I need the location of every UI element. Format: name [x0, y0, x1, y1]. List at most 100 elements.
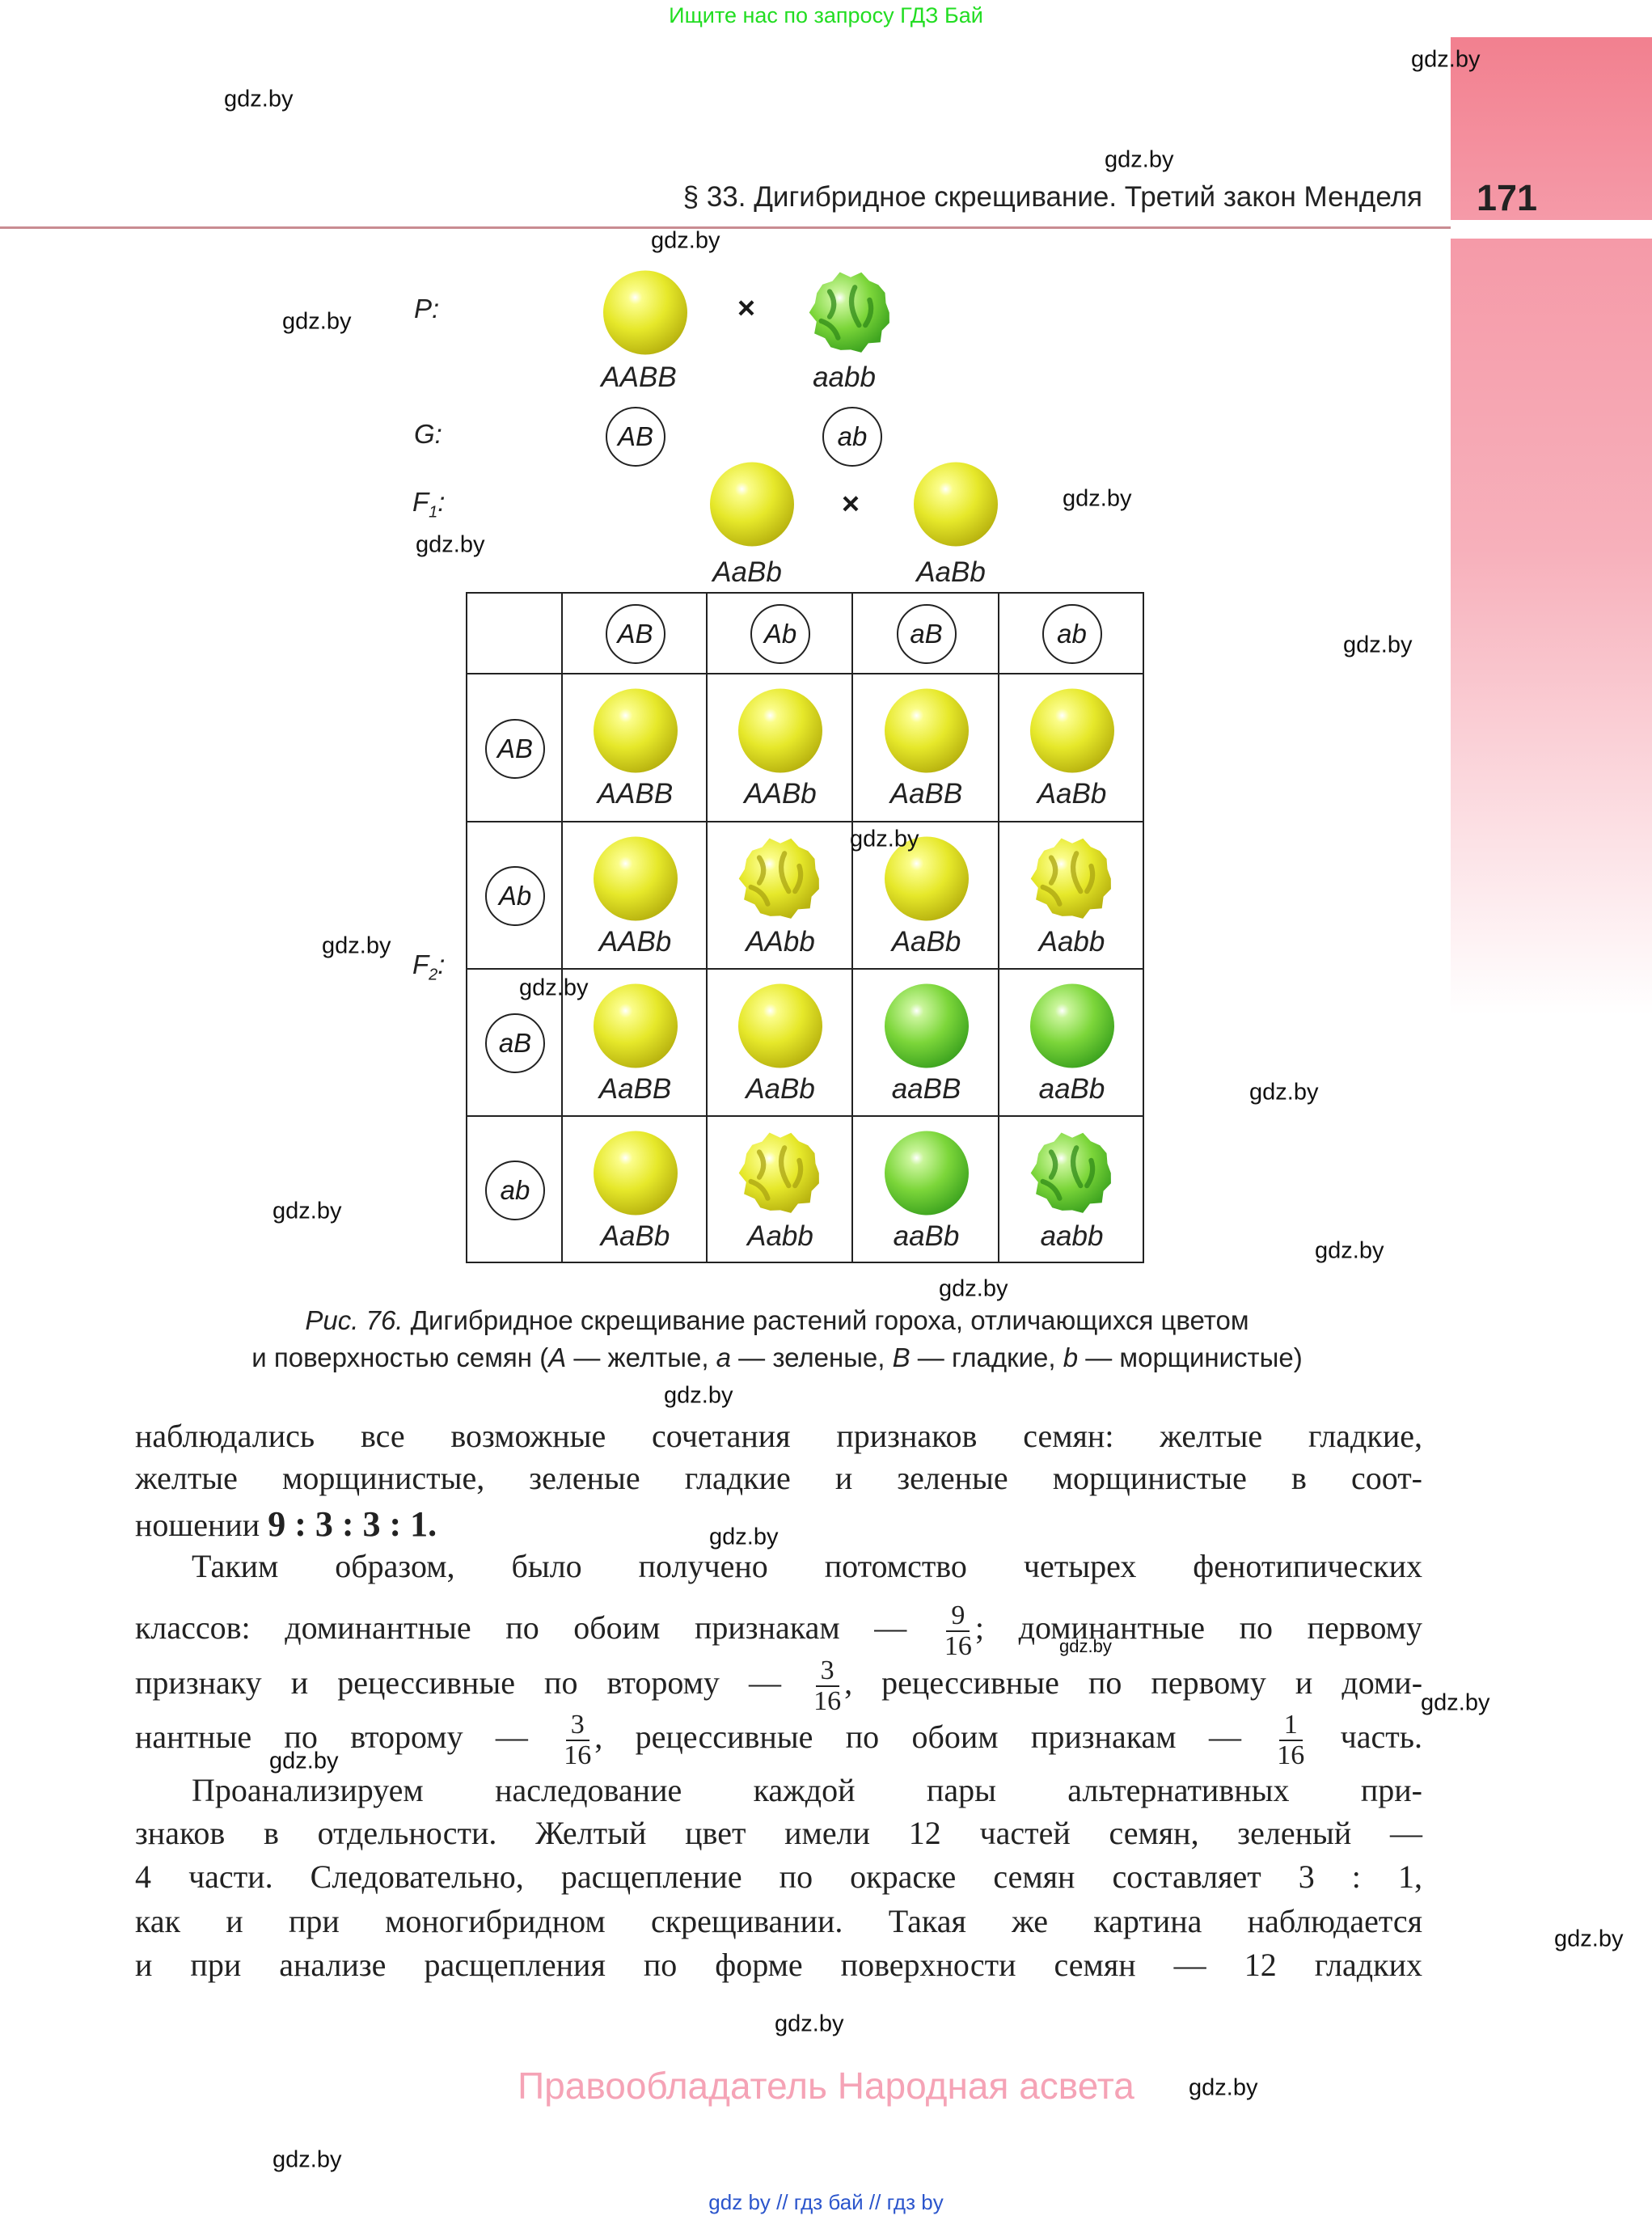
cross-symbol-parents: × — [737, 291, 756, 326]
label-f2-colon: : — [437, 949, 446, 979]
genotype-label: AaBb — [600, 1220, 670, 1252]
label-f2-sub: 2 — [429, 966, 438, 984]
genotype-label: AABb — [598, 926, 672, 958]
watermark-text: gdz.by — [1411, 46, 1481, 73]
caption-text: — гладкие, — [910, 1342, 1063, 1372]
caption-text: B — [892, 1342, 911, 1372]
genotype-label: aaBb — [893, 1220, 960, 1252]
yellow-smooth-pea-icon — [882, 687, 971, 780]
fraction: 9 16 — [944, 1601, 972, 1661]
gamete-circle: AB — [485, 718, 545, 779]
yellow-smooth-pea-icon — [736, 982, 825, 1075]
label-f2-letter: F — [412, 949, 429, 979]
caption-line: Рис. 76. Дигибридное скрещивание растени… — [0, 1302, 1554, 1339]
watermark-text: gdz.by — [775, 2010, 844, 2037]
watermark-text: gdz.by — [850, 826, 919, 852]
yellow-smooth-pea-icon — [601, 268, 690, 362]
yellow-wrinkled-pea-icon — [736, 835, 825, 928]
watermark-text: gdz.by — [1343, 632, 1413, 658]
fraction: 3 16 — [564, 1710, 591, 1770]
text-segment: часть. — [1308, 1719, 1422, 1756]
text-segment: желтые морщинистые, зеленые гладкие и зе… — [135, 1460, 1422, 1496]
text-segment: как и при моногибридном скрещивании. Так… — [135, 1903, 1422, 1939]
numerator: 3 — [815, 1656, 839, 1687]
caption-text: — зеленые, — [731, 1342, 893, 1372]
text-segment: знаков в отдельности. Желтый цвет имели … — [135, 1815, 1422, 1851]
offspring-cell: Aabb — [706, 1115, 853, 1263]
genotype-label: AaBb — [1037, 778, 1107, 810]
gamete-circle: ab — [1041, 604, 1102, 664]
corner-cell — [466, 592, 563, 674]
gamete-circle: ab — [822, 407, 882, 467]
genotype-label: AaBb — [891, 926, 961, 958]
offspring-cell: AABb — [706, 673, 853, 822]
offspring-cell: AAbb — [706, 821, 853, 970]
copyright-footer: Правообладатель Народная асвета — [518, 2065, 1134, 2107]
text-line: и при анализе расщепления по форме повер… — [135, 1946, 1422, 1984]
ratio-bold: 9 : 3 : 3 : 1. — [268, 1504, 437, 1544]
genotype-label: AaBb — [712, 556, 782, 588]
genotype-label: AABB — [601, 362, 677, 393]
text-line: наблюдались все возможные сочетания приз… — [135, 1417, 1422, 1455]
text-line: классов: доминантные по обоим признакам … — [135, 1601, 1422, 1661]
watermark-text: gdz.by — [1059, 1636, 1112, 1656]
genotype-label: AaBb — [746, 1073, 815, 1105]
genotype-label: Aabb — [1038, 926, 1105, 958]
yellow-smooth-pea-icon — [591, 1129, 680, 1222]
label-p: P: — [414, 294, 440, 323]
text-segment: наблюдались все возможные сочетания приз… — [135, 1418, 1422, 1454]
header-rule — [0, 226, 1451, 229]
genotype-label: AaBB — [889, 778, 963, 810]
offspring-cell: AaBb — [998, 673, 1144, 822]
caption-text: — морщинистые) — [1078, 1342, 1303, 1372]
genotype-label: aaBB — [891, 1073, 961, 1105]
caption-line: и поверхностью семян (A — желтые, a — зе… — [0, 1339, 1554, 1376]
genotype-label: AAbb — [746, 926, 815, 958]
yellow-wrinkled-pea-icon — [1028, 835, 1117, 928]
numerator: 3 — [565, 1710, 589, 1741]
caption-text: A — [548, 1342, 567, 1372]
text-line: желтые морщинистые, зеленые гладкие и зе… — [135, 1459, 1422, 1497]
caption-text: Рис. 76. — [305, 1305, 403, 1335]
green-wrinkled-pea-icon — [1028, 1129, 1117, 1222]
genotype-label: aabb — [1040, 1220, 1104, 1252]
offspring-cell: AaBB — [851, 673, 999, 822]
column-header-cell: aB — [851, 592, 999, 674]
bottom-watermark-links: gdz by // гдз бай // гдз by — [708, 2190, 944, 2214]
text-segment: ношении — [135, 1507, 268, 1543]
offspring-cell: Aabb — [998, 821, 1144, 970]
gamete-circle: aB — [485, 1013, 545, 1073]
watermark-text: gdz.by — [273, 1198, 342, 1224]
caption-text: a — [716, 1342, 732, 1372]
yellow-smooth-pea-icon — [1028, 687, 1117, 780]
label-f1-letter: F — [412, 487, 429, 517]
watermark-text: gdz.by — [224, 86, 294, 112]
genotype-label: AaBB — [598, 1073, 672, 1105]
genotype-label: Aabb — [747, 1220, 813, 1252]
label-f1-colon: : — [437, 487, 446, 517]
column-header-cell: Ab — [706, 592, 853, 674]
figure-caption: Рис. 76. Дигибридное скрещивание растени… — [0, 1302, 1554, 1376]
yellow-smooth-pea-icon — [736, 687, 825, 780]
text-segment: и при анализе расщепления по форме повер… — [135, 1947, 1422, 1983]
text-segment: классов: доминантные по обоим признакам … — [135, 1609, 941, 1647]
green-wrinkled-pea-icon — [806, 268, 895, 362]
offspring-cell: aaBb — [998, 968, 1144, 1117]
green-smooth-pea-icon — [882, 982, 971, 1075]
text-line: знаков в отдельности. Желтый цвет имели … — [135, 1814, 1422, 1852]
denominator: 16 — [944, 1631, 972, 1661]
gamete-circle: AB — [605, 604, 665, 664]
text-segment: Таким образом, было получено потомство ч… — [192, 1548, 1422, 1584]
text-segment: Проанализируем наследование каждой пары … — [192, 1772, 1422, 1808]
yellow-smooth-pea-icon — [591, 982, 680, 1075]
yellow-smooth-pea-icon — [591, 835, 680, 928]
watermark-text: gdz.by — [269, 1748, 339, 1774]
genotype-label: AaBb — [916, 556, 986, 588]
denominator: 16 — [564, 1740, 592, 1770]
page-corner-band — [1451, 37, 1652, 220]
yellow-smooth-pea-icon — [708, 460, 796, 553]
gamete-circle: Ab — [485, 866, 545, 926]
watermark-text: gdz.by — [709, 1524, 779, 1550]
text-segment: признаку и рецессивные по второму — — [135, 1664, 811, 1702]
yellow-wrinkled-pea-icon — [736, 1129, 825, 1222]
